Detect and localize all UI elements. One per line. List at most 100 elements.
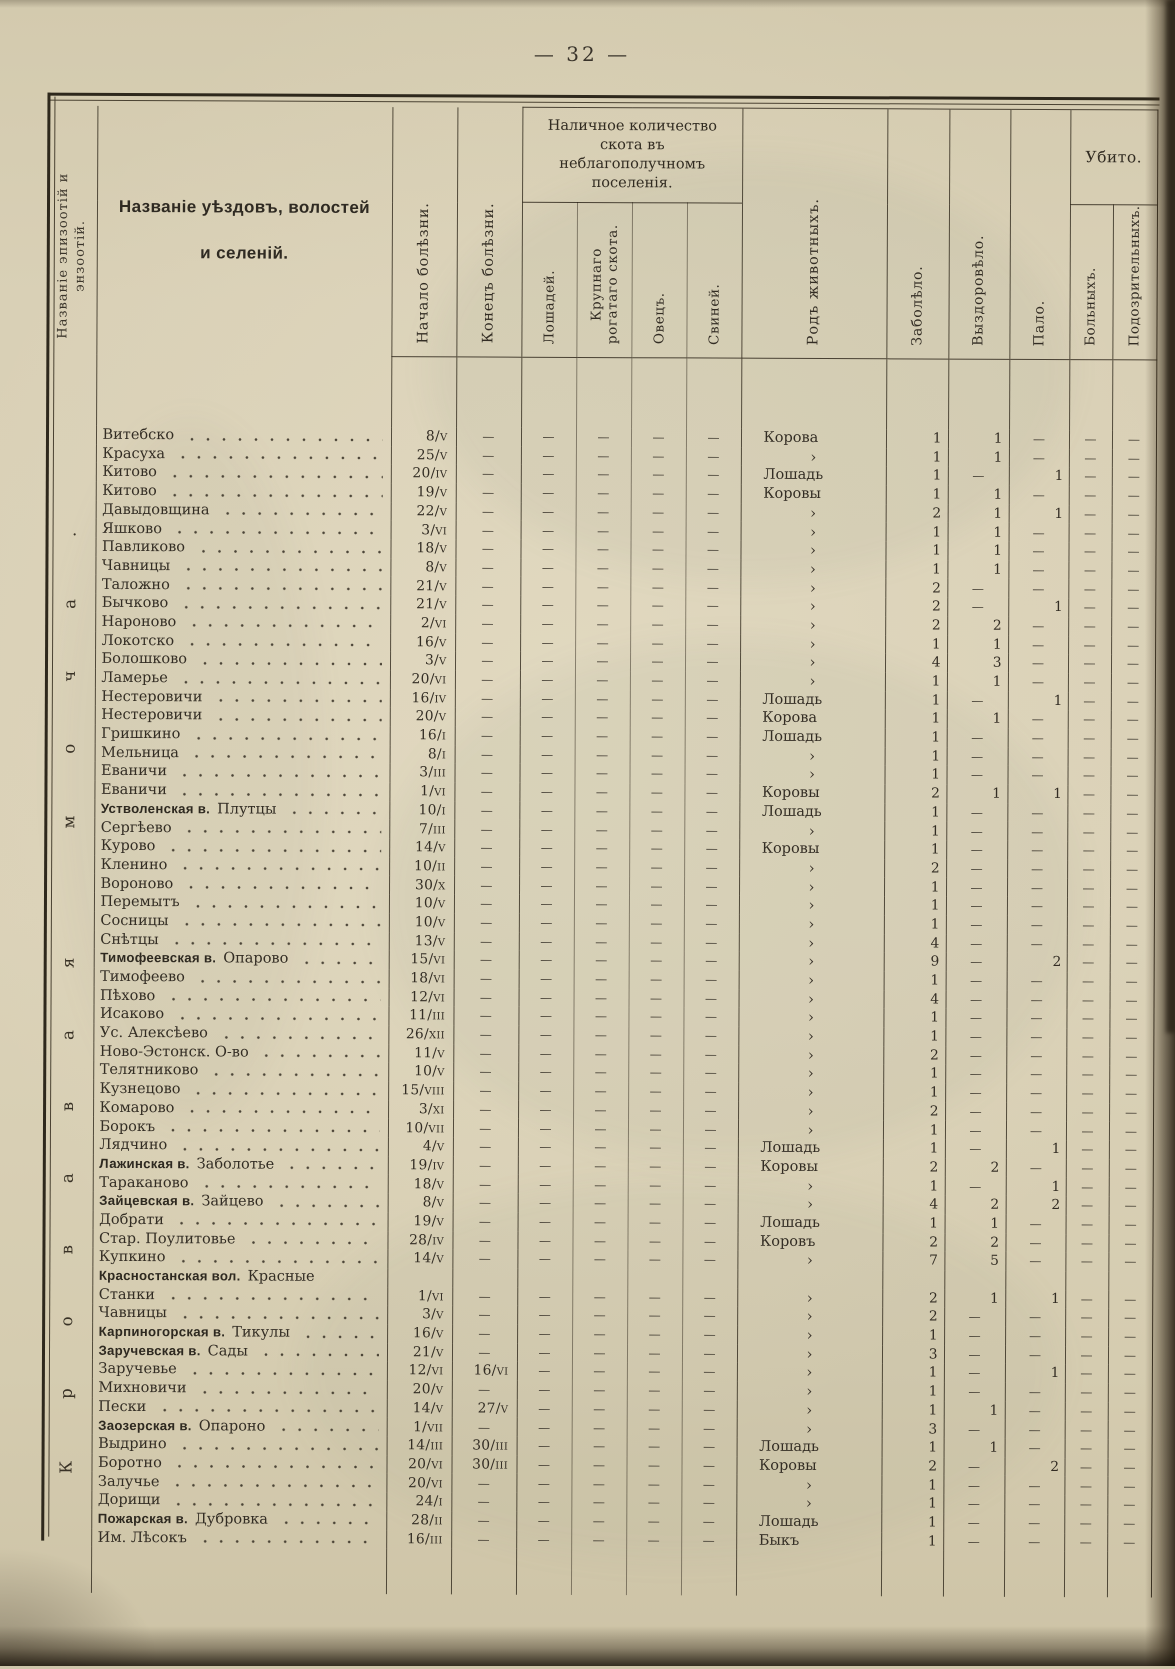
dot-leader	[173, 1220, 380, 1227]
dot-leader	[170, 1500, 378, 1507]
died-cell: —	[1007, 766, 1068, 786]
end-date-cell: —	[455, 558, 521, 578]
died-cell: —	[1004, 1382, 1065, 1402]
fell-sick-cell: 1	[881, 1401, 944, 1420]
end-date-cell: —	[452, 1156, 518, 1176]
village-name: Залучье	[97, 1473, 160, 1490]
died-cell: 2	[1004, 1457, 1065, 1477]
village-name: Комарово	[99, 1099, 175, 1117]
fell-sick-cell: 4	[882, 1195, 945, 1215]
died-cell: —	[1005, 1121, 1067, 1141]
dot-leader	[219, 510, 383, 517]
horses-count-cell: —	[520, 465, 576, 484]
pigs-count-cell: —	[681, 1437, 737, 1457]
recovered-cell: —	[947, 579, 1009, 598]
sheep-count-cell: —	[627, 1325, 683, 1345]
dot-leader	[197, 660, 382, 666]
sheep-count-cell	[625, 1549, 682, 1596]
fell-sick-cell: 1	[885, 541, 948, 561]
fell-sick-cell: 1	[881, 1494, 944, 1514]
recovered-cell: —	[945, 971, 1007, 991]
died-cell	[1003, 1551, 1065, 1598]
locality-name-cell: Мельница	[95, 744, 390, 764]
start-date-cell: 14/v	[386, 1398, 452, 1418]
horses-count-cell: —	[520, 483, 576, 503]
pigs-count-cell: —	[685, 503, 741, 523]
village-name: Локотско	[101, 632, 175, 649]
epizootic-name-value: Кровавая моча.	[56, 469, 81, 1474]
locality-name-cell: Чавницы	[95, 557, 390, 577]
died-cell: —	[1006, 1046, 1067, 1066]
fell-sick-cell: 4	[883, 933, 946, 953]
fell-sick-cell	[882, 1270, 945, 1290]
recovered-cell: 1	[944, 1289, 1006, 1309]
animal-kind-cell: ›	[737, 1325, 883, 1345]
dot-leader	[169, 1482, 378, 1489]
cattle-count-cell: —	[574, 857, 630, 877]
horses-count-cell: —	[520, 558, 576, 578]
died-cell: —	[1005, 1158, 1066, 1178]
dot-leader	[180, 566, 382, 573]
killed-sick-cell: —	[1068, 523, 1112, 543]
dot-leader	[171, 1463, 379, 1470]
animal-kind-cell	[741, 358, 887, 430]
locality-name-cell: Нестеровичи	[95, 706, 390, 726]
sheep-count-cell: —	[627, 1119, 684, 1139]
recovered-cell: 1	[947, 541, 1009, 561]
killed-sick-cell: —	[1065, 1177, 1109, 1197]
locality-name-cell: Тимофеевская в. Опарово	[94, 949, 389, 969]
animal-kind-cell: ›	[737, 1288, 883, 1308]
cattle-count-cell: —	[571, 1474, 627, 1494]
village-name: Станки	[98, 1286, 155, 1303]
recovered-cell: —	[944, 1307, 1006, 1327]
horses-count-cell: —	[520, 521, 576, 541]
animal-kind-cell: Лошадь	[737, 1138, 883, 1159]
killed-sick-cell: —	[1068, 635, 1112, 655]
sheep-count-cell: —	[629, 652, 686, 672]
horses-count-cell: —	[517, 1193, 573, 1213]
animal-kind-cell: ›	[739, 765, 885, 785]
end-date-cell	[450, 1548, 517, 1595]
pigs-count-cell: —	[683, 914, 739, 934]
animal-kind-cell: ›	[740, 596, 886, 617]
fell-sick-cell: 1	[883, 1027, 946, 1047]
start-date-cell: 19/iv	[387, 1155, 453, 1175]
dot-leader	[176, 1444, 379, 1451]
pigs-count-cell: —	[682, 1194, 738, 1214]
end-date-cell: —	[453, 950, 519, 970]
sheep-count-cell: —	[629, 857, 685, 877]
horses-count-cell: —	[516, 1492, 572, 1512]
fell-sick-cell: 1	[884, 709, 947, 729]
village-name: Заручевье	[98, 1361, 177, 1378]
end-date-cell: —	[453, 1081, 519, 1101]
village-name: Зайцево	[201, 1193, 264, 1210]
start-date-cell	[387, 1268, 453, 1288]
cattle-count-cell: —	[572, 1306, 628, 1326]
end-date-cell: 16/vi	[451, 1361, 517, 1381]
start-date-cell: 20/vi	[386, 1454, 452, 1474]
start-date-cell: 20/vi	[389, 670, 455, 690]
fell-sick-cell: 2	[882, 1307, 945, 1327]
killed-sick-cell: —	[1064, 1401, 1108, 1421]
village-name: Кленино	[100, 856, 168, 874]
fell-sick-cell: 1	[883, 915, 946, 935]
recovered-cell: —	[945, 1083, 1007, 1103]
end-date-cell: —	[454, 726, 520, 746]
volost-name: Зайцевская в.	[99, 1193, 195, 1209]
fell-sick-cell: 1	[884, 803, 947, 822]
killed-sick-cell: —	[1065, 1327, 1109, 1346]
end-date-cell: —	[455, 483, 521, 503]
cattle-count-cell: —	[575, 577, 631, 597]
recovered-cell: —	[943, 1457, 1005, 1477]
sheep-count-cell: —	[629, 839, 685, 859]
end-date-cell: —	[455, 464, 521, 484]
end-date-cell	[452, 1268, 518, 1288]
sheep-count-cell: —	[630, 577, 686, 597]
start-date-cell: 19/v	[390, 483, 456, 503]
locality-name-cell: Пески	[92, 1398, 387, 1418]
end-date-cell: —	[452, 1305, 518, 1325]
died-cell: 2	[1005, 1195, 1066, 1215]
locality-name-cell: Болошково	[95, 650, 390, 670]
locality-header-line2: и селеній.	[200, 243, 289, 264]
sheep-count-cell: —	[626, 1455, 682, 1475]
